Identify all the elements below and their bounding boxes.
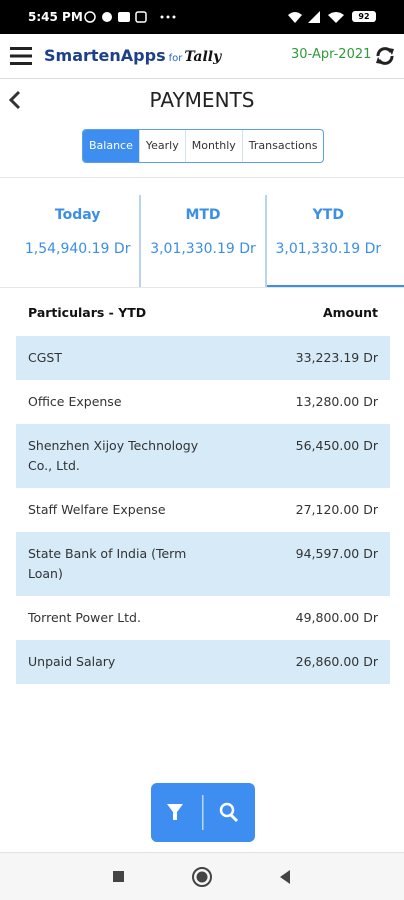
summary-card[interactable]: YTD 3,01,330.19 Dr <box>264 195 404 287</box>
action-buttons <box>151 783 255 842</box>
summary-value: 3,01,330.19 Dr <box>150 241 256 257</box>
table-row[interactable]: Unpaid Salary 26,860.00 Dr <box>16 640 390 684</box>
table-header: Particulars - YTD Amount <box>16 296 390 336</box>
nav-icons <box>113 867 290 887</box>
particular: Torrent Power Ltd. <box>28 610 141 625</box>
amount: 13,280.00 Dr <box>295 394 378 409</box>
amount: 33,223.19 Dr <box>295 350 378 365</box>
column-header: Amount <box>322 305 378 320</box>
back-nav-button[interactable] <box>280 870 290 884</box>
filter-button[interactable] <box>167 804 183 820</box>
summary-value: 1,54,940.19 Dr <box>24 241 131 257</box>
column-header: Particulars - YTD <box>28 305 147 320</box>
signal-icons <box>288 11 344 23</box>
summary: Today 1,54,940.19 Dr MTD 3,01,330.19 Dr YTD 3… <box>16 195 404 287</box>
table-row[interactable]: CGST 33,223.19 Dr <box>16 336 390 380</box>
status-bar: 5:45 PM 92 <box>0 0 404 34</box>
summary-value: 3,01,330.19 Dr <box>275 241 382 257</box>
particular: Staff Welfare Expense <box>28 502 166 517</box>
back-button[interactable] <box>6 90 24 110</box>
amount: 26,860.00 Dr <box>295 654 378 669</box>
brand-suffix: for <box>168 53 183 64</box>
tab[interactable]: Monthly <box>184 130 242 162</box>
summary-card[interactable]: MTD 3,01,330.19 Dr <box>139 195 264 287</box>
summary-label: MTD <box>185 207 221 223</box>
amount: 49,800.00 Dr <box>295 610 378 625</box>
summary-card[interactable]: Today 1,54,940.19 Dr <box>16 195 139 287</box>
amount: 94,597.00 Dr <box>295 546 378 561</box>
amount: 56,450.00 Dr <box>295 438 378 453</box>
fab-icons <box>167 795 239 830</box>
table-row[interactable]: Office Expense 13,280.00 Dr <box>16 380 390 424</box>
particular: CGST <box>28 350 62 365</box>
tab[interactable]: Balance <box>83 130 139 162</box>
divider <box>0 287 404 288</box>
nav-bar <box>0 852 404 900</box>
table-row[interactable]: Torrent Power Ltd. 49,800.00 Dr <box>16 596 390 640</box>
search-button[interactable] <box>219 802 239 823</box>
particular: Office Expense <box>28 394 122 409</box>
recents-button[interactable] <box>113 871 124 882</box>
refresh-button[interactable] <box>374 45 396 67</box>
app-bar: SmartenApps for Tally 30-Apr-2021 <box>0 34 404 79</box>
home-button[interactable] <box>192 867 212 887</box>
particular: State Bank of India (Term Loan) <box>28 546 187 581</box>
brand-name: SmartenApps <box>44 46 166 65</box>
brand-logo: Tally <box>184 49 222 65</box>
summary-label: Today <box>54 207 101 223</box>
clock: 5:45 PM <box>28 10 83 24</box>
status-icons <box>84 11 176 23</box>
particular: Unpaid Salary <box>28 654 116 669</box>
particular: Shenzhen Xijoy Technology Co., Ltd. <box>28 438 199 473</box>
table-row[interactable]: State Bank of India (Term Loan) 94,597.00… <box>16 532 390 596</box>
date: 30-Apr-2021 <box>291 47 372 62</box>
table-row[interactable]: Staff Welfare Expense 27,120.00 Dr <box>16 488 390 532</box>
tab-bar: Balance Yearly Monthly Transactions <box>82 129 325 163</box>
menu-button[interactable] <box>10 46 34 66</box>
table-row[interactable]: Shenzhen Xijoy Technology Co., Ltd. 56,45… <box>16 424 390 488</box>
page-title: PAYMENTS <box>149 88 255 112</box>
summary-label: YTD <box>312 207 344 223</box>
table: Particulars - YTD Amount CGST 33,223.19 Dr O… <box>16 296 390 684</box>
amount: 27,120.00 Dr <box>295 502 378 517</box>
brand: SmartenApps for Tally <box>44 46 221 65</box>
tab[interactable]: Yearly <box>138 130 185 162</box>
tab[interactable]: Transactions <box>241 130 324 162</box>
battery: 92 <box>352 11 376 22</box>
divider <box>0 177 404 178</box>
